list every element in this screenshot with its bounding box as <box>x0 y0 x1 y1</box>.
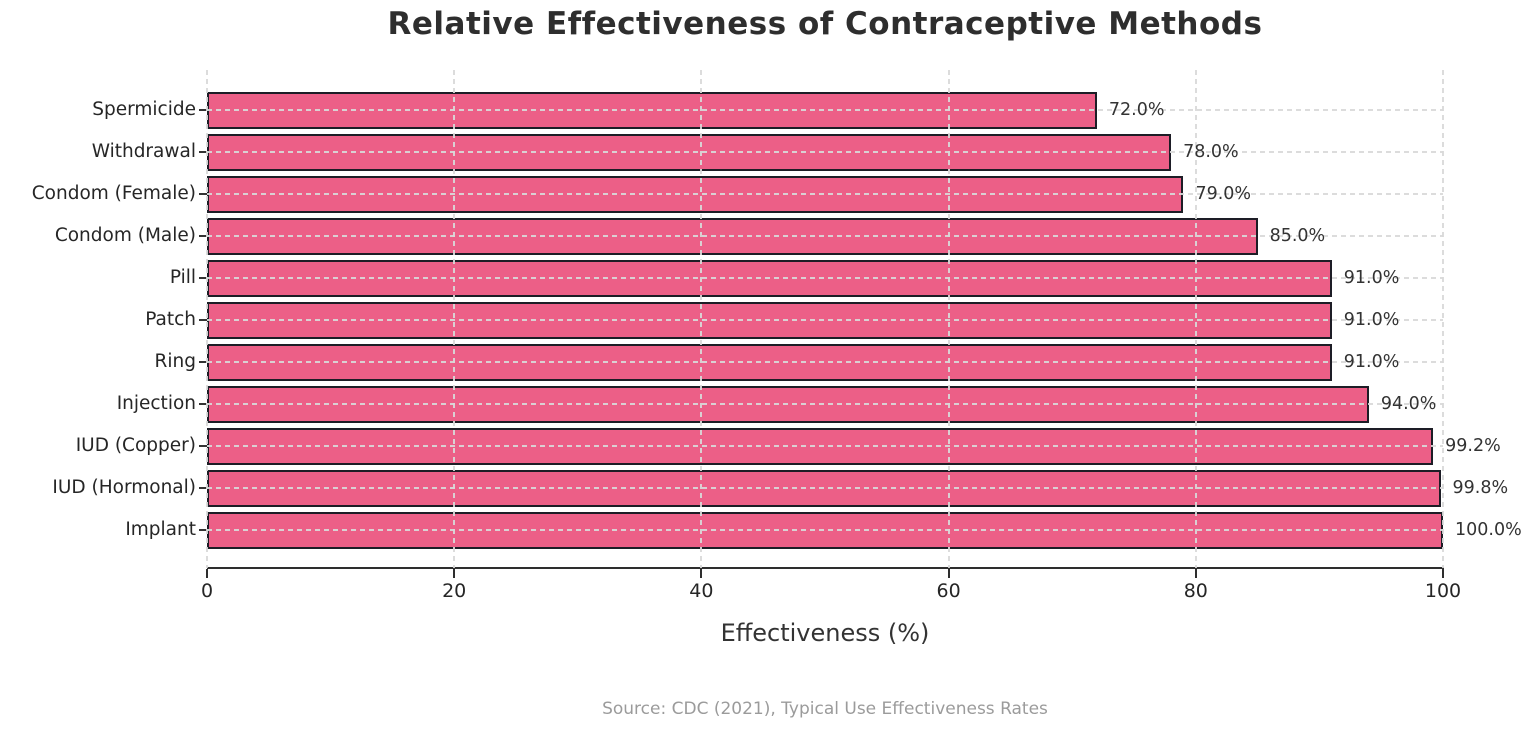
y-tick-label: Condom (Male) <box>54 225 196 246</box>
bar-value-label: 85.0% <box>1269 226 1326 246</box>
x-tick-mark <box>700 569 703 578</box>
y-tick-label: Patch <box>145 309 196 330</box>
bar <box>207 133 1172 171</box>
bar-value-label: 100.0% <box>1455 520 1522 540</box>
bar <box>207 511 1443 549</box>
bar <box>207 343 1332 381</box>
y-tick-label: Implant <box>125 519 196 540</box>
gridline-vertical <box>1442 70 1444 568</box>
x-tick-label: 80 <box>1183 580 1208 602</box>
x-tick-label: 20 <box>442 580 467 602</box>
bar <box>207 301 1332 339</box>
y-tick-mark <box>199 109 207 111</box>
y-tick-mark <box>199 403 207 405</box>
y-tick-mark <box>199 193 207 195</box>
y-tick-mark <box>199 277 207 279</box>
y-tick-label: Withdrawal <box>91 141 196 162</box>
y-tick-label: Ring <box>154 351 196 372</box>
y-tick-mark <box>199 319 207 321</box>
bar <box>207 217 1258 255</box>
x-tick-label: 40 <box>689 580 714 602</box>
bar <box>207 385 1369 423</box>
y-tick-label: IUD (Hormonal) <box>52 477 196 498</box>
bar <box>207 469 1441 507</box>
source-note: Source: CDC (2021), Typical Use Effectiv… <box>602 699 1048 719</box>
bar-value-label: 72.0% <box>1108 100 1165 120</box>
x-tick-label: 100 <box>1424 580 1462 602</box>
y-tick-label: Injection <box>116 393 196 414</box>
x-tick-mark <box>947 569 950 578</box>
chart-title: Relative Effectiveness of Contraceptive … <box>387 6 1263 42</box>
y-tick-mark <box>199 361 207 363</box>
bar <box>207 91 1097 129</box>
bar-value-label: 94.0% <box>1380 394 1437 414</box>
bar <box>207 427 1434 465</box>
y-tick-label: IUD (Copper) <box>75 435 196 456</box>
x-tick-label: 60 <box>936 580 961 602</box>
y-tick-mark <box>199 445 207 447</box>
bar-value-label: 99.2% <box>1445 436 1501 456</box>
bar-value-label: 91.0% <box>1343 268 1400 288</box>
x-tick-mark <box>453 569 456 578</box>
y-tick-label: Pill <box>169 267 196 288</box>
bar <box>207 259 1332 297</box>
x-axis-line <box>207 567 1444 569</box>
bar-value-label: 79.0% <box>1195 184 1252 204</box>
y-tick-mark <box>199 235 207 237</box>
y-tick-mark <box>199 529 207 531</box>
x-tick-mark <box>1442 569 1444 578</box>
bar <box>207 175 1184 213</box>
bar-value-label: 99.8% <box>1452 478 1509 498</box>
x-axis-title: Effectiveness (%) <box>720 619 930 647</box>
y-tick-label: Spermicide <box>92 99 196 120</box>
y-tick-mark <box>199 487 207 489</box>
bar-value-label: 91.0% <box>1343 310 1400 330</box>
bar-value-label: 78.0% <box>1183 142 1239 162</box>
x-tick-mark <box>206 569 208 578</box>
y-tick-mark <box>199 151 207 153</box>
x-tick-mark <box>1194 569 1197 578</box>
x-tick-label: 0 <box>200 580 214 602</box>
y-tick-label: Condom (Female) <box>31 183 196 204</box>
plot-area: 72.0% 78.0% 79.0% 85.0% 91.0% 91.0% 91.0% 94.0%… <box>206 70 1522 568</box>
bar-value-label: 91.0% <box>1343 352 1400 372</box>
